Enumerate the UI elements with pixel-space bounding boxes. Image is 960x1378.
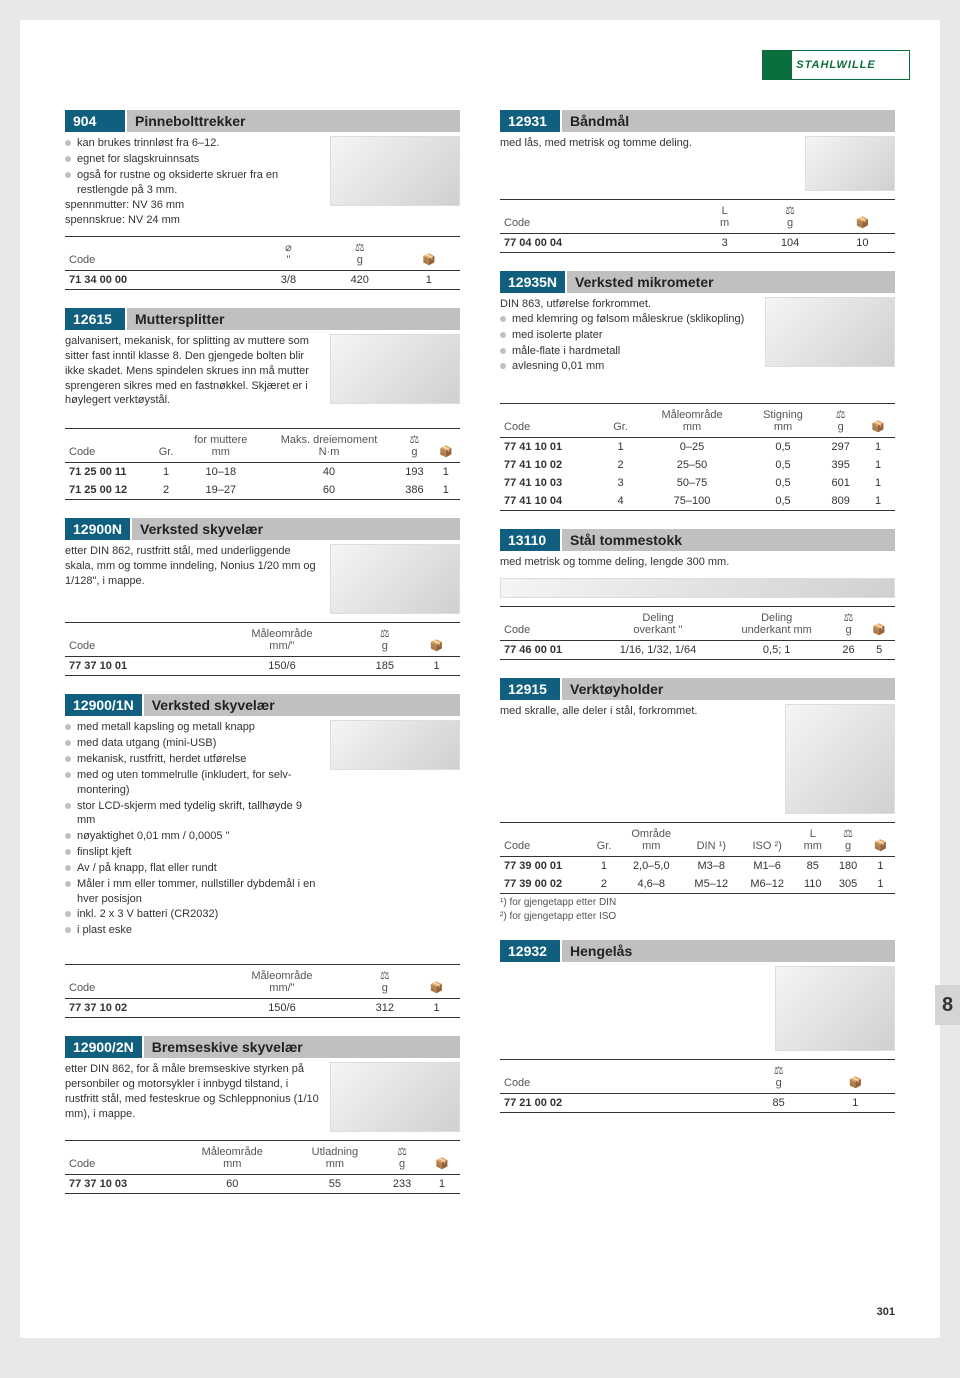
section-title: Pinnebolttrekker <box>127 110 460 132</box>
section-desc: med skralle, alle deler i stål, forkromm… <box>500 704 775 814</box>
product-image <box>785 704 895 814</box>
product-image <box>765 297 895 367</box>
product-image <box>330 334 460 404</box>
table-row: 77 41 10 02225–500,53951 <box>500 456 895 474</box>
table-row: 77 41 10 03350–750,56011 <box>500 474 895 492</box>
section-number: 904 <box>65 110 125 132</box>
product-table: Code Måleområde mm/" ⚖ g 📦 77 37 10 02 1… <box>65 964 460 1018</box>
section-number: 12915 <box>500 678 560 700</box>
product-image <box>330 720 460 770</box>
section-desc: med lås, med metrisk og tomme deling. <box>500 136 795 191</box>
extra-desc: spennmutter: NV 36 mm spennskrue: NV 24 … <box>65 198 320 228</box>
section-title: Muttersplitter <box>127 308 460 330</box>
table-row: 77 39 00 0224,6–8M5–12M6–121103051 <box>500 875 895 894</box>
bullet-list: kan brukes trinnløst fra 6–12. egnet for… <box>65 136 320 197</box>
product-image <box>330 136 460 206</box>
section-title: Verktøyholder <box>562 678 895 700</box>
th-diameter: ⌀ " <box>255 237 322 271</box>
section-13110: 13110 Stål tommestokk med metrisk og tom… <box>500 529 895 660</box>
product-table: Code Måleområde mm Utladning mm ⚖ g 📦 77… <box>65 1140 460 1194</box>
section-12900N: 12900N Verksted skyvelær etter DIN 862, … <box>65 518 460 676</box>
product-image <box>500 578 895 598</box>
table-row: 77 37 10 02 150/6 312 1 <box>65 999 460 1018</box>
section-904: 904 Pinnebolttrekker kan brukes trinnløs… <box>65 110 460 290</box>
table-row: 77 41 10 04475–1000,58091 <box>500 492 895 511</box>
catalog-page: STAHLWILLE 904 Pinnebolttrekker kan bruk… <box>20 20 940 1338</box>
section-title: Båndmål <box>562 110 895 132</box>
product-table: Code Måleområde mm/" ⚖ g 📦 77 37 10 01 1… <box>65 622 460 676</box>
section-number: 12935N <box>500 271 565 293</box>
table-row: 77 37 10 03 60 55 233 1 <box>65 1175 460 1194</box>
section-number: 12932 <box>500 940 560 962</box>
product-image <box>330 1062 460 1132</box>
bullet: kan brukes trinnløst fra 6–12. <box>65 136 320 151</box>
table-row: 77 37 10 01 150/6 185 1 <box>65 657 460 676</box>
section-12931: 12931 Båndmål med lås, med metrisk og to… <box>500 110 895 253</box>
table-row: 71 25 00 12 2 19–27 60 386 1 <box>65 481 460 500</box>
product-table: Code Gr. Måleområde mm Stigning mm ⚖ g 📦… <box>500 403 895 511</box>
table-row: 77 46 00 01 1/16, 1/32, 1/64 0,5; 1 26 5 <box>500 641 895 660</box>
bullet-list: med metall kapsling og metall knapp med … <box>65 720 320 938</box>
section-title: Verksted mikrometer <box>567 271 895 293</box>
section-title: Verksted skyvelær <box>144 694 460 716</box>
content-columns: 904 Pinnebolttrekker kan brukes trinnløs… <box>65 110 895 1212</box>
table-row: 77 39 00 0112,0–5,0M3–8M1–6851801 <box>500 857 895 876</box>
product-image <box>805 136 895 191</box>
section-number: 12900N <box>65 518 130 540</box>
section-number: 12900/1N <box>65 694 142 716</box>
left-column: 904 Pinnebolttrekker kan brukes trinnløs… <box>65 110 460 1212</box>
table-row: 71 25 00 11 1 10–18 40 193 1 <box>65 463 460 482</box>
brand-logo: STAHLWILLE <box>762 50 910 80</box>
section-12615: 12615 Muttersplitter galvanisert, mekani… <box>65 308 460 500</box>
section-12915: 12915 Verktøyholder med skralle, alle de… <box>500 678 895 922</box>
product-table: Code ⌀ " ⚖ g 📦 71 34 00 00 3/8 420 1 <box>65 236 460 290</box>
section-desc: etter DIN 862, rustfritt stål, med under… <box>65 544 320 614</box>
section-title: Stål tommestokk <box>562 529 895 551</box>
table-row: 77 21 00 02 85 1 <box>500 1094 895 1113</box>
section-number: 12900/2N <box>65 1036 142 1058</box>
bullet: egnet for slagskruinnsats <box>65 152 320 167</box>
section-title: Verksted skyvelær <box>132 518 460 540</box>
product-table: Code Gr. Område mm DIN ¹) ISO ²) L mm ⚖ … <box>500 822 895 894</box>
footnote: ¹) for gjengetapp etter DIN <box>500 897 895 908</box>
page-number: 301 <box>877 1306 895 1318</box>
table-row: 77 04 00 04 3 104 10 <box>500 234 895 253</box>
table-row: 77 41 10 0110–250,52971 <box>500 438 895 457</box>
section-12900-1N: 12900/1N Verksted skyvelær med metall ka… <box>65 694 460 1018</box>
right-column: 12931 Båndmål med lås, med metrisk og to… <box>500 110 895 1212</box>
product-table: Code Gr. for muttere mm Maks. dreiemomen… <box>65 428 460 500</box>
product-image <box>775 966 895 1051</box>
section-12935N: 12935N Verksted mikrometer DIN 863, utfø… <box>500 271 895 511</box>
desc-line: DIN 863, utførelse forkrommet. <box>500 297 755 312</box>
section-12932: 12932 Hengelås Code ⚖ g 📦 77 21 00 02 <box>500 940 895 1113</box>
table-row: 71 34 00 00 3/8 420 1 <box>65 271 460 290</box>
bullet: også for rustne og oksiderte skruer fra … <box>65 168 320 198</box>
section-desc: med metrisk og tomme deling, lengde 300 … <box>500 555 895 570</box>
section-12900-2N: 12900/2N Bremseskive skyvelær etter DIN … <box>65 1036 460 1194</box>
brand-text: STAHLWILLE <box>796 59 875 71</box>
bullet-list: med klemring og følsom måleskrue (skliko… <box>500 312 755 374</box>
section-desc: etter DIN 862, for å måle bremseskive st… <box>65 1062 320 1132</box>
product-image <box>330 544 460 614</box>
section-number: 13110 <box>500 529 560 551</box>
th-code: Code <box>65 237 255 271</box>
footnote: ²) for gjengetapp etter ISO <box>500 911 895 922</box>
th-pack: 📦 <box>398 237 460 271</box>
product-table: Code Deling overkant " Deling underkant … <box>500 606 895 660</box>
chapter-tab: 8 <box>935 985 960 1025</box>
product-table: Code ⚖ g 📦 77 21 00 02 85 1 <box>500 1059 895 1113</box>
section-number: 12615 <box>65 308 125 330</box>
th-weight: ⚖ g <box>322 237 398 271</box>
section-number: 12931 <box>500 110 560 132</box>
section-desc: galvanisert, mekanisk, for splitting av … <box>65 334 320 408</box>
section-title: Bremseskive skyvelær <box>144 1036 460 1058</box>
product-table: Code L m ⚖ g 📦 77 04 00 04 3 104 10 <box>500 199 895 253</box>
section-title: Hengelås <box>562 940 895 962</box>
